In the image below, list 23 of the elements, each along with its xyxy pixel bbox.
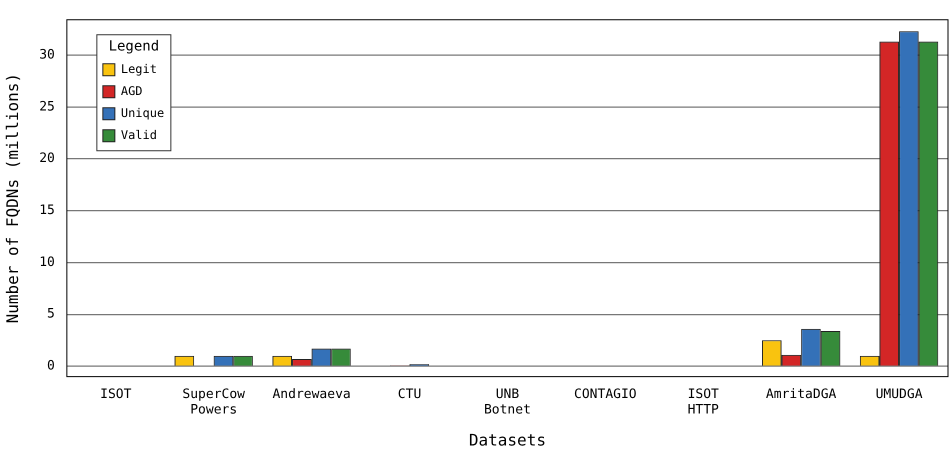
x-tick-label: CTU — [398, 386, 422, 402]
y-tick-label: 0 — [47, 358, 55, 374]
y-tick-label: 15 — [39, 203, 55, 218]
y-tick-label: 20 — [39, 151, 55, 166]
x-tick-label: ISOT — [100, 386, 132, 402]
x-tick-label: UMUDGA — [876, 386, 923, 402]
x-tick-label: SuperCow Powers — [182, 386, 246, 418]
x-axis-title: Datasets — [468, 430, 546, 450]
y-tick-label: 5 — [47, 306, 55, 322]
legend-label: AGD — [120, 84, 143, 98]
y-tick-label: 30 — [39, 47, 55, 62]
y-tick-label: 25 — [39, 99, 55, 114]
legend-label: Valid — [120, 128, 157, 142]
x-tick-label: Andrewaeva — [272, 386, 351, 402]
y-axis-title: Number of FQDNs (millions) — [2, 72, 22, 324]
x-tick-label: ISOT HTTP — [688, 386, 720, 418]
legend-label: Legit — [120, 62, 157, 76]
x-tick-label: AmritaDGA — [766, 386, 837, 402]
legend-label: Unique — [120, 106, 164, 120]
x-tick-label: UNB Botnet — [484, 386, 531, 418]
x-tick-label: CONTAGIO — [574, 386, 637, 402]
legend-title: Legend — [108, 38, 160, 54]
y-tick-label: 10 — [39, 254, 55, 270]
